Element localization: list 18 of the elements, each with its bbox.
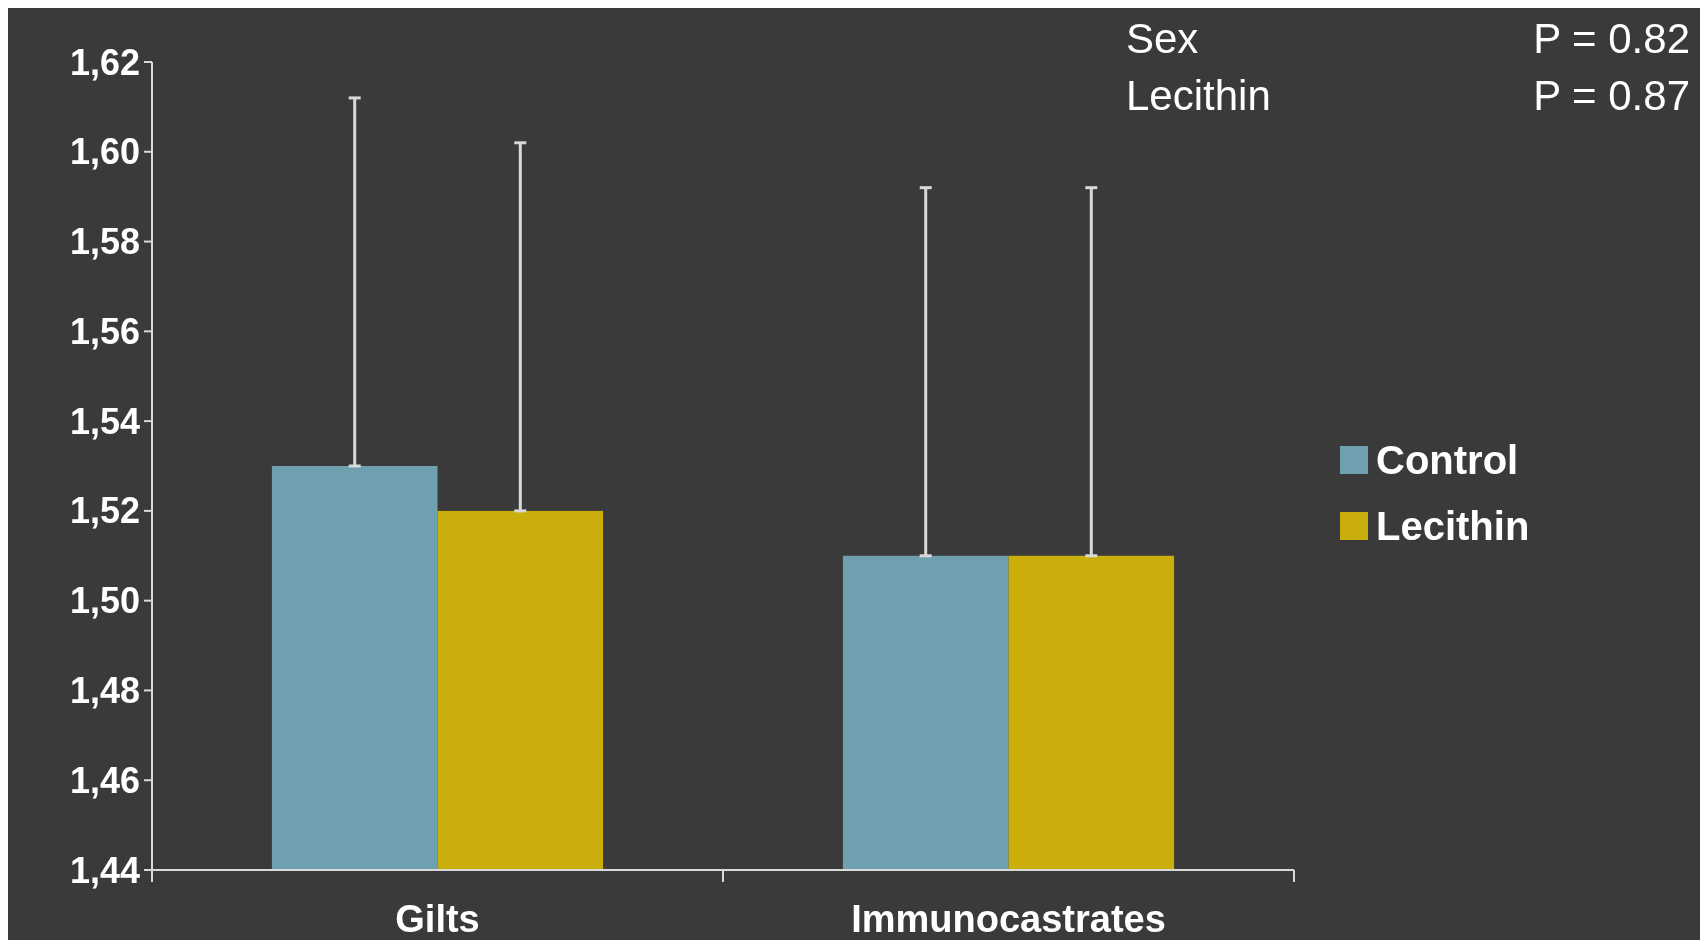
y-tick-label: 1,50 bbox=[69, 580, 140, 622]
y-tick-label: 1,52 bbox=[69, 490, 140, 532]
legend-label: Lecithin bbox=[1376, 504, 1530, 548]
y-tick-label: 1,62 bbox=[69, 41, 140, 83]
annotation: Lecithin bbox=[1126, 71, 1271, 119]
x-tick-label: Gilts bbox=[395, 898, 480, 940]
text: P = 0.82 bbox=[1533, 14, 1690, 62]
legend-label: Control bbox=[1376, 438, 1519, 482]
text: P = 0.87 bbox=[1533, 71, 1690, 119]
y-tick-label: 1,60 bbox=[69, 131, 140, 173]
y-tick-label: 1,56 bbox=[69, 310, 140, 352]
y-tick-label: 1,46 bbox=[69, 759, 140, 801]
text: Sex bbox=[1126, 14, 1199, 62]
y-tick-label: 1,58 bbox=[69, 221, 140, 263]
y-tick-label: 1,44 bbox=[69, 849, 140, 891]
y-tick-label: 1,48 bbox=[69, 670, 140, 712]
y-tick-label: 1,54 bbox=[69, 400, 140, 442]
x-tick-label: Immunocastrates bbox=[851, 898, 1166, 940]
